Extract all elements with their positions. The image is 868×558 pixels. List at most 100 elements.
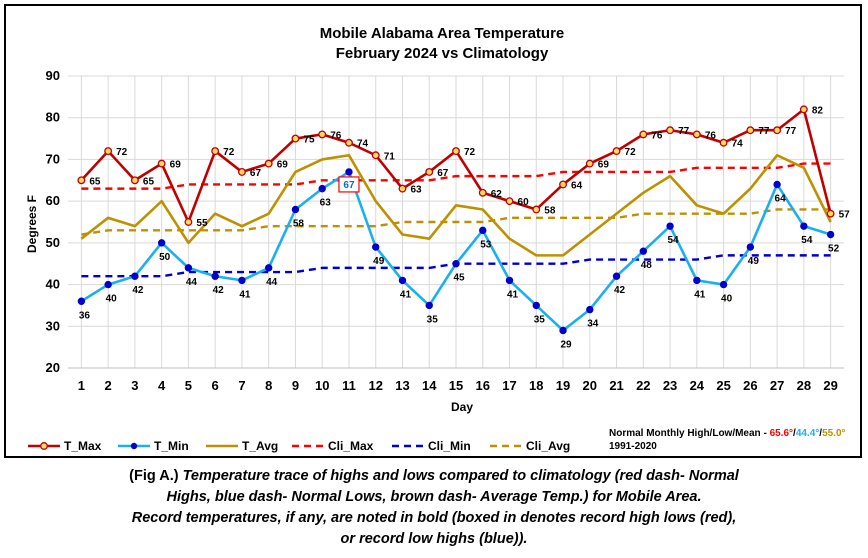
tmax-label-day-6: 72 bbox=[223, 147, 235, 158]
tmax-point-day-7 bbox=[237, 167, 246, 176]
tmax-label-day-23: 77 bbox=[678, 126, 690, 137]
x-tick-label-7: 7 bbox=[238, 378, 245, 393]
tmin-point-day-13 bbox=[398, 276, 407, 285]
x-tick-label-4: 4 bbox=[158, 378, 166, 393]
caption-line-4: or record low highs (blue)). bbox=[340, 531, 528, 547]
x-tick-label-24: 24 bbox=[690, 378, 705, 393]
tmax-label-day-12: 71 bbox=[384, 151, 396, 162]
tmax-label-day-25: 74 bbox=[732, 139, 744, 150]
x-tick-label-26: 26 bbox=[743, 378, 757, 393]
tmin-point-day-17 bbox=[505, 276, 514, 285]
tmax-point-day-15 bbox=[452, 147, 460, 156]
legend-marker-t-max bbox=[40, 442, 48, 450]
y-axis-label: Degrees F bbox=[25, 195, 39, 253]
x-tick-label-9: 9 bbox=[292, 378, 299, 393]
tmin-point-day-21 bbox=[612, 272, 621, 280]
tmin-label-day-29: 52 bbox=[828, 244, 840, 255]
y-tick-label-90: 90 bbox=[46, 68, 60, 83]
tmin-point-day-19 bbox=[559, 326, 567, 335]
x-tick-label-14: 14 bbox=[422, 378, 437, 393]
normals-low: 44.4° bbox=[796, 428, 819, 439]
caption-line-1: Temperature trace of highs and lows comp… bbox=[178, 468, 739, 484]
tmin-point-day-1 bbox=[77, 297, 86, 305]
tmin-label-day-16: 53 bbox=[480, 239, 492, 250]
legend-label-cli-max: Cli_Max bbox=[328, 439, 374, 453]
tmax-point-day-5 bbox=[184, 218, 193, 226]
x-tick-label-6: 6 bbox=[212, 378, 219, 393]
tmax-point-day-25 bbox=[719, 138, 728, 147]
tmin-label-day-17: 41 bbox=[507, 289, 519, 300]
legend-label-t-max: T_Max bbox=[64, 439, 102, 453]
normals-sep-1: / bbox=[793, 428, 796, 439]
tmin-point-day-15 bbox=[452, 260, 460, 268]
legend: T_Max T_Min T_Avg Cli_Max Cli_Min Cli_Avg bbox=[28, 439, 570, 453]
tmax-point-day-24 bbox=[692, 130, 701, 139]
x-tick-label-23: 23 bbox=[663, 378, 677, 393]
tmax-label-day-27: 77 bbox=[785, 126, 797, 137]
tmin-point-day-9 bbox=[291, 205, 300, 214]
normals-note: Normal Monthly High/Low/Mean - 65.6°/44.… bbox=[609, 428, 846, 439]
tmax-point-day-12 bbox=[371, 151, 380, 160]
legend-label-t-min: T_Min bbox=[154, 439, 189, 453]
x-tick-label-1: 1 bbox=[78, 378, 85, 393]
tmin-point-day-29 bbox=[826, 230, 835, 239]
y-tick-label-20: 20 bbox=[46, 360, 60, 375]
tmin-point-day-6 bbox=[211, 272, 219, 280]
chart-frame: 20 30 40 50 60 70 80 90 1 2 3 4 5 6 7 8 9 10 11 12 13 14 15 16 1… bbox=[4, 4, 862, 458]
tmin-label-day-25: 40 bbox=[721, 294, 733, 305]
x-axis-label: Day bbox=[451, 400, 473, 414]
tmax-point-day-22 bbox=[639, 130, 648, 139]
x-tick-label-12: 12 bbox=[368, 378, 382, 393]
x-tick-label-17: 17 bbox=[502, 378, 516, 393]
chart-title: Mobile Alabama Area Temperature bbox=[320, 25, 565, 42]
tmin-label-day-18: 35 bbox=[534, 314, 546, 325]
tmax-label-day-5: 55 bbox=[196, 218, 208, 229]
x-tick-label-2: 2 bbox=[105, 378, 112, 393]
legend-label-t-avg: T_Avg bbox=[242, 439, 278, 453]
tmax-point-day-21 bbox=[612, 147, 621, 156]
y-tick-label-70: 70 bbox=[46, 151, 60, 166]
tmin-point-day-14 bbox=[425, 301, 433, 310]
tmin-label-day-19: 29 bbox=[560, 339, 572, 350]
tmin-label-day-3: 42 bbox=[132, 285, 144, 296]
x-tick-label-10: 10 bbox=[315, 378, 329, 393]
tmin-label-day-13: 41 bbox=[400, 289, 412, 300]
tmax-point-day-8 bbox=[264, 159, 273, 168]
tmin-label-day-9: 58 bbox=[293, 218, 305, 229]
tmax-label-day-8: 69 bbox=[277, 160, 289, 171]
tmax-point-day-6 bbox=[211, 147, 220, 156]
tmin-point-day-5 bbox=[184, 264, 193, 272]
tmax-point-day-13 bbox=[398, 184, 407, 193]
tmin-label-day-27: 64 bbox=[775, 193, 787, 204]
data-label-layer: 65 72 65 69 55 72 67 69 75 76 74 71 63 67 72 62 60 58 64 69… bbox=[79, 105, 850, 350]
tmax-point-day-19 bbox=[559, 180, 567, 189]
tmin-label-day-2: 40 bbox=[106, 294, 118, 305]
x-tick-label-5: 5 bbox=[185, 378, 192, 393]
tmin-point-day-10 bbox=[318, 184, 326, 193]
tmax-point-day-26 bbox=[746, 126, 755, 135]
tmax-label-day-22: 76 bbox=[651, 130, 663, 141]
tmax-point-day-10 bbox=[318, 130, 327, 139]
tmin-point-day-7 bbox=[238, 276, 246, 285]
tmax-label-day-2: 72 bbox=[116, 147, 128, 158]
tmax-point-day-9 bbox=[291, 134, 300, 143]
tmin-point-day-27 bbox=[773, 180, 781, 189]
record-box-day-11 bbox=[338, 176, 360, 193]
tmax-label-day-17: 60 bbox=[518, 197, 530, 208]
tmin-label-day-14: 35 bbox=[427, 314, 439, 325]
tmin-point-day-4 bbox=[157, 239, 166, 247]
tmin-point-day-12 bbox=[372, 243, 380, 251]
tmax-label-day-28: 82 bbox=[812, 105, 824, 116]
tmin-point-day-3 bbox=[131, 272, 139, 280]
normals-mean: 55.0° bbox=[822, 428, 845, 439]
y-tick-label-40: 40 bbox=[46, 277, 60, 292]
tmax-point-day-3 bbox=[130, 176, 139, 185]
tmin-label-day-15: 45 bbox=[453, 273, 465, 284]
x-tick-label-11: 11 bbox=[342, 378, 356, 393]
legend-label-cli-avg: Cli_Avg bbox=[526, 439, 570, 453]
tmax-point-day-27 bbox=[773, 126, 782, 135]
tmax-label-day-19: 64 bbox=[571, 180, 583, 191]
tmax-point-day-20 bbox=[585, 159, 594, 168]
tmin-label-day-26: 49 bbox=[748, 256, 760, 267]
